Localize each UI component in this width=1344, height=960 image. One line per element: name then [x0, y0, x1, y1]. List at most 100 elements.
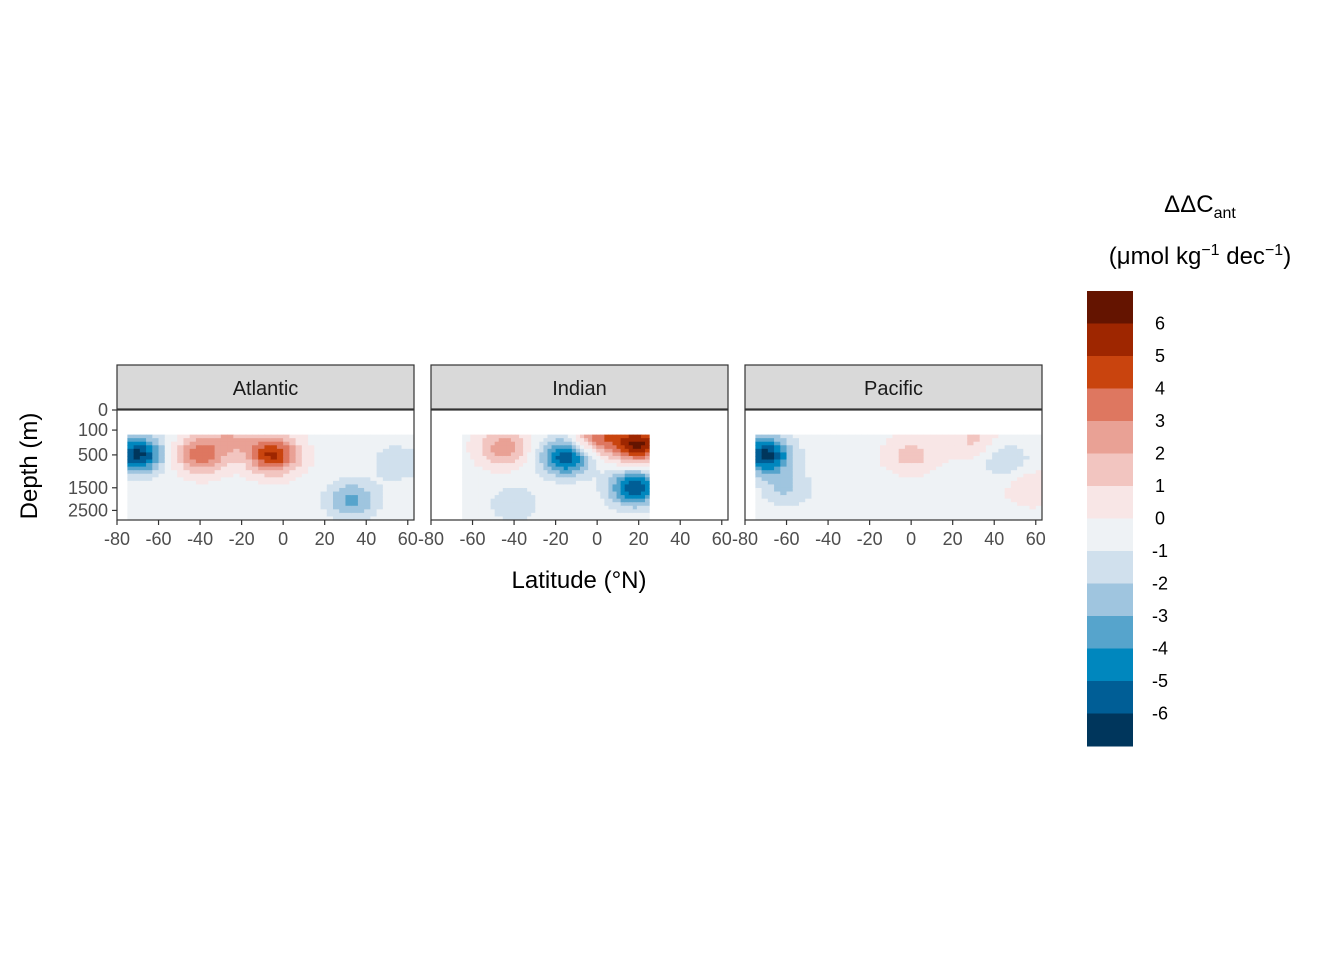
contour-cell	[1004, 473, 1012, 478]
contour-cell	[805, 477, 813, 482]
contour-cell	[314, 487, 322, 493]
contour-cell	[227, 509, 234, 514]
contour-cell	[823, 491, 831, 496]
contour-cell	[948, 487, 956, 493]
contour-cell	[811, 466, 819, 471]
contour-cell	[559, 484, 565, 489]
contour-cell	[842, 448, 850, 453]
contour-cell	[836, 470, 844, 475]
contour-cell	[474, 491, 479, 496]
contour-cell	[498, 477, 504, 482]
contour-cell	[961, 445, 968, 450]
contour-cell	[535, 452, 540, 457]
contour-cell	[628, 473, 634, 478]
contour-cell	[258, 463, 266, 468]
contour-cell	[985, 441, 993, 446]
contour-cell	[220, 512, 228, 518]
contour-cell	[270, 498, 278, 503]
contour-cell	[973, 509, 981, 514]
contour-cell	[799, 473, 806, 478]
contour-cell	[531, 509, 536, 514]
contour-cell	[892, 498, 900, 503]
contour-cell	[535, 491, 540, 496]
contour-cell	[942, 491, 950, 496]
contour-cell	[486, 498, 492, 503]
contour-cell	[898, 484, 906, 489]
contour-cell	[320, 477, 328, 482]
contour-cell	[1023, 434, 1031, 439]
contour-cell	[301, 495, 309, 500]
contour-cell	[645, 438, 650, 443]
contour-cell	[961, 498, 968, 503]
contour-cell	[535, 480, 540, 486]
contour-cell	[158, 448, 166, 453]
contour-cell	[158, 495, 166, 500]
contour-cell	[531, 445, 536, 450]
contour-cell	[364, 452, 371, 457]
contour-cell	[880, 512, 887, 518]
contour-cell	[904, 480, 912, 486]
contour-cell	[917, 441, 925, 446]
contour-cell	[364, 487, 371, 493]
contour-cell	[1010, 509, 1018, 514]
contour-cell	[842, 473, 850, 478]
contour-cell	[624, 463, 630, 468]
contour-cell	[567, 434, 573, 439]
contour-cell	[761, 512, 769, 518]
legend-break-label: -3	[1152, 606, 1168, 626]
contour-cell	[364, 509, 371, 514]
contour-cell	[164, 448, 172, 453]
contour-cell	[636, 470, 642, 475]
contour-cell	[214, 480, 222, 486]
x-tick-label: -60	[774, 529, 800, 549]
contour-cell	[326, 459, 334, 464]
contour-cell	[761, 516, 769, 521]
contour-cell	[848, 455, 856, 461]
contour-cell	[998, 495, 1006, 500]
contour-cell	[823, 498, 831, 503]
contour-cell	[490, 480, 496, 486]
contour-cell	[314, 434, 322, 439]
contour-cell	[873, 480, 881, 486]
contour-cell	[911, 509, 918, 514]
contour-cell	[929, 487, 937, 493]
contour-cell	[600, 484, 605, 489]
contour-cell	[612, 505, 618, 510]
contour-cell	[202, 505, 209, 510]
contour-field	[127, 434, 415, 521]
contour-cell	[177, 448, 185, 453]
contour-cell	[596, 484, 601, 489]
contour-cell	[462, 438, 467, 443]
contour-cell	[848, 448, 856, 453]
contour-cell	[886, 502, 894, 507]
contour-cell	[799, 434, 806, 439]
contour-cell	[283, 512, 290, 518]
contour-cell	[923, 463, 931, 468]
contour-cell	[133, 455, 141, 461]
contour-cell	[333, 509, 340, 514]
contour-cell	[498, 480, 504, 486]
contour-cell	[308, 487, 315, 493]
contour-cell	[967, 455, 975, 461]
contour-cell	[640, 448, 646, 453]
contour-cell	[604, 434, 610, 439]
contour-cell	[295, 498, 303, 503]
contour-cell	[799, 509, 806, 514]
contour-cell	[636, 448, 642, 453]
contour-cell	[314, 466, 322, 471]
contour-cell	[482, 473, 488, 478]
contour-cell	[967, 505, 975, 510]
contour-cell	[301, 463, 309, 468]
contour-cell	[942, 452, 950, 457]
contour-cell	[973, 516, 981, 521]
contour-cell	[195, 445, 203, 450]
contour-cell	[1023, 466, 1031, 471]
contour-cell	[1035, 491, 1043, 496]
contour-cell	[811, 438, 819, 443]
contour-cell	[892, 487, 900, 493]
contour-cell	[848, 502, 856, 507]
contour-cell	[632, 495, 638, 500]
contour-cell	[880, 487, 887, 493]
contour-cell	[214, 495, 222, 500]
contour-cell	[799, 448, 806, 453]
